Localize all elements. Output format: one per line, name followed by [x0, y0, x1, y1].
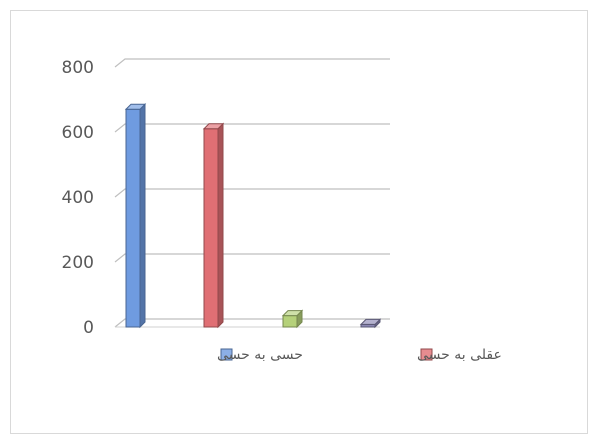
bar-side	[217, 122, 224, 329]
bar-side	[139, 103, 146, 329]
legend-swatch	[220, 348, 233, 361]
bar-2	[202, 122, 225, 329]
y-tick-label: 800	[62, 58, 94, 78]
y-tick-label: 400	[62, 188, 94, 208]
gridline-400	[114, 188, 390, 198]
gridline-600	[114, 123, 390, 133]
legend-swatch	[420, 348, 433, 361]
bar-front	[203, 128, 219, 328]
y-tick-label: 600	[62, 123, 94, 143]
legend-label: عقلی به حسی	[417, 347, 502, 363]
gridline-200	[114, 253, 390, 263]
bars	[124, 103, 382, 329]
bar-4	[359, 318, 382, 329]
gridline-800	[114, 58, 390, 68]
y-tick-label: 200	[62, 253, 94, 273]
grid-lines	[114, 58, 390, 328]
y-axis-ticks: 0 200 400 600 800	[62, 58, 94, 338]
bar-1	[124, 103, 147, 329]
bar-top	[124, 103, 147, 110]
bar-top	[359, 318, 382, 325]
legend: حسی به حسی عقلی به حسی	[217, 347, 502, 363]
bar-top	[281, 310, 304, 317]
bar-top	[202, 123, 225, 130]
legend-label: حسی به حسی	[217, 347, 303, 363]
gridline-0	[114, 318, 390, 328]
bar-front	[282, 315, 298, 328]
legend-entry-1: حسی به حسی	[217, 347, 303, 363]
y-tick-label: 0	[83, 318, 94, 338]
bar-front	[125, 108, 141, 328]
legend-entry-2: عقلی به حسی	[417, 347, 502, 363]
bar-3	[281, 309, 304, 329]
chart-frame	[10, 10, 588, 434]
